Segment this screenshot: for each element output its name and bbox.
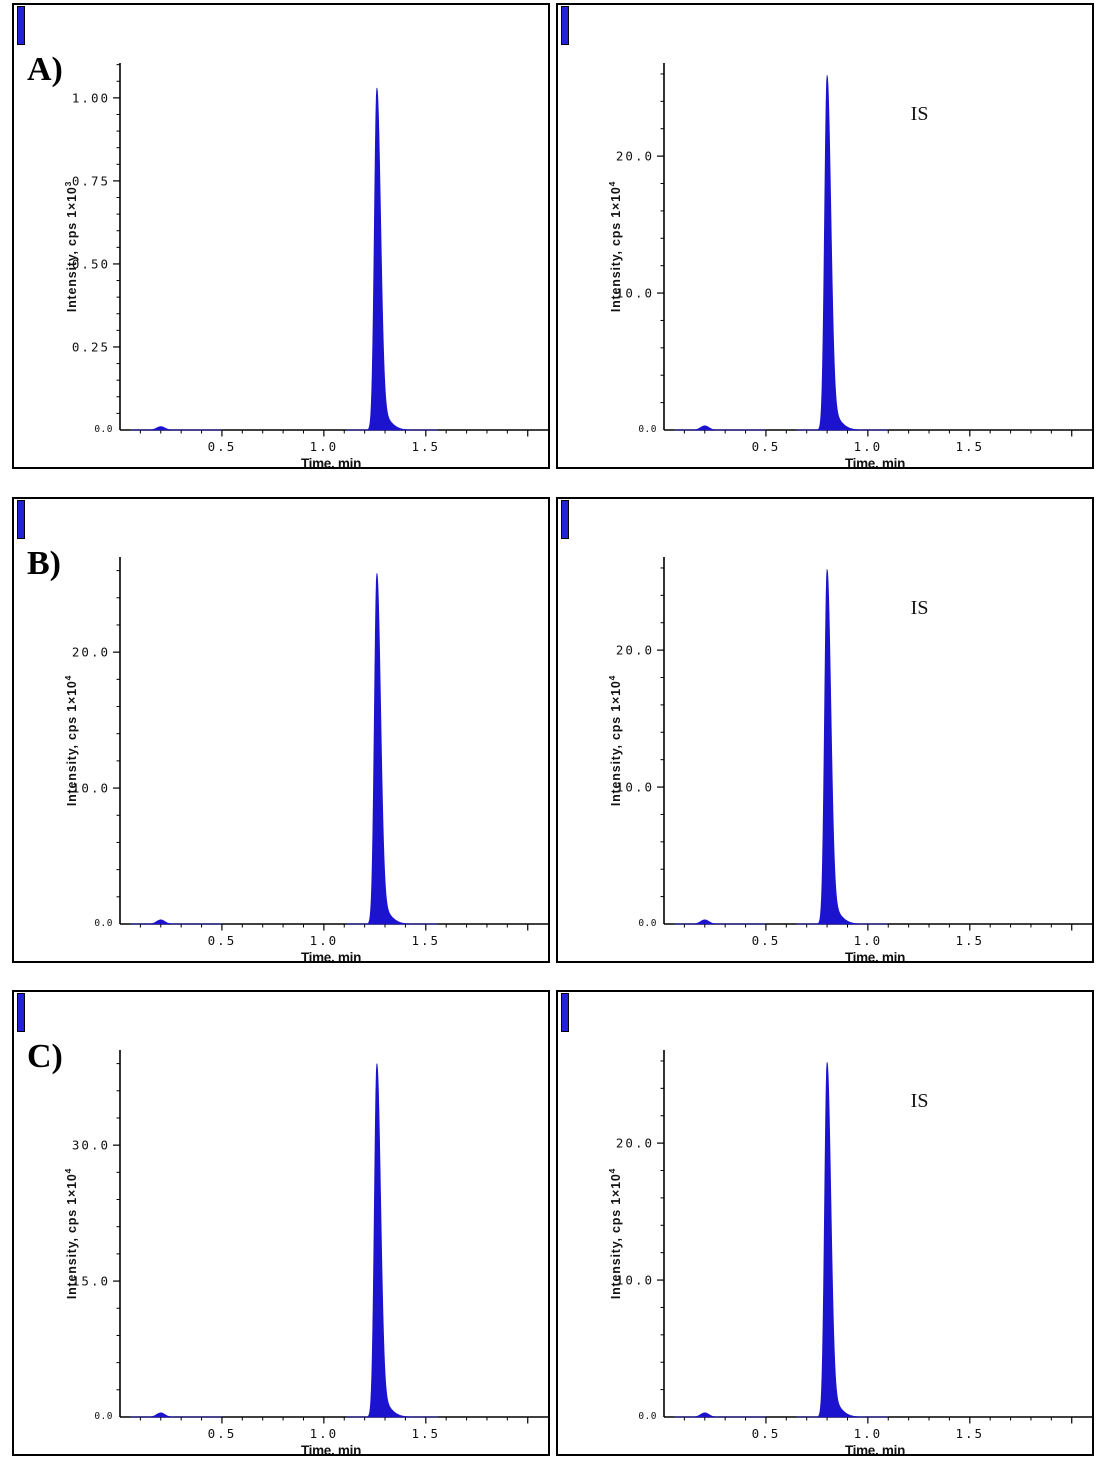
chromatogram-panel: C) 15.0 30.0 0.0 0.5 1.0 1.5 Time, min Intensit… <box>12 990 550 1456</box>
chromatogram-panel: 10.0 20.0 0.0 0.5 1.0 1.5 Time, min Intensity, … <box>556 3 1094 469</box>
y-axis-title-exponent: 4 <box>607 675 617 681</box>
is-annotation: IS <box>911 597 929 619</box>
is-annotation: IS <box>911 1090 929 1112</box>
x-tick-label: 1.0 <box>854 439 883 454</box>
chromatogram-plot: 15.0 30.0 0.0 0.5 1.0 1.5 Time, min Intensity, … <box>63 1050 548 1454</box>
x-tick-label: 0.5 <box>752 439 781 454</box>
y-tick-label: 30.0 <box>72 1138 110 1153</box>
x-tick-label: 1.0 <box>854 933 883 948</box>
origin-tick-label: 0.0 <box>638 1411 657 1422</box>
x-tick-label: 1.5 <box>412 1426 441 1441</box>
y-tick-label: 10.0 <box>616 780 654 795</box>
origin-tick-label: 0.0 <box>638 918 657 929</box>
blue-marker-bar <box>17 500 25 539</box>
y-axis-title: Intensity, cps 1×104 <box>607 675 623 806</box>
y-axis-title-exponent: 4 <box>607 181 617 187</box>
x-tick-label: 0.5 <box>752 933 781 948</box>
pre-peak-bump <box>130 426 222 431</box>
pre-peak-bump <box>674 425 766 431</box>
y-axis-title-base: Intensity, cps 1×10 <box>609 186 623 312</box>
x-tick-label: 1.0 <box>854 1426 883 1441</box>
x-axis-title: Time, min <box>845 1443 905 1454</box>
pre-peak-bump <box>130 919 222 925</box>
y-tick-label: 0.25 <box>72 339 110 354</box>
x-axis-title: Time, min <box>301 950 361 961</box>
y-tick-label: 15.0 <box>72 1274 110 1289</box>
x-tick-label: 1.5 <box>412 439 441 454</box>
x-tick-label: 1.5 <box>956 439 985 454</box>
x-tick-label: 0.5 <box>208 1426 237 1441</box>
panel-letter-label: C) <box>27 1038 63 1075</box>
y-tick-label: 10.0 <box>616 1273 654 1288</box>
x-tick-label: 1.0 <box>310 933 339 948</box>
x-tick-label: 1.5 <box>956 933 985 948</box>
chromatogram-panel: 10.0 20.0 0.0 0.5 1.0 1.5 Time, min Intensity, … <box>556 990 1094 1456</box>
is-annotation: IS <box>911 103 929 125</box>
y-tick-label: 0.50 <box>72 256 110 271</box>
chromatogram-plot: 10.0 20.0 0.0 0.5 1.0 1.5 Time, min Intensity, … <box>607 63 1092 467</box>
x-tick-label: 1.0 <box>310 439 339 454</box>
x-tick-label: 0.5 <box>752 1426 781 1441</box>
y-axis-title-exponent: 4 <box>607 1168 617 1174</box>
origin-tick-label: 0.0 <box>94 424 113 435</box>
chromatogram-plot: 10.0 20.0 0.0 0.5 1.0 1.5 Time, min Intensity, … <box>607 1050 1092 1454</box>
y-tick-label: 0.75 <box>72 173 110 188</box>
analyte-peak <box>346 87 439 431</box>
y-axis-title-base: Intensity, cps 1×10 <box>65 680 79 806</box>
y-axis-title: Intensity, cps 1×104 <box>607 181 623 312</box>
pre-peak-bump <box>130 1412 222 1418</box>
y-axis-title-exponent: 3 <box>63 181 73 187</box>
origin-tick-label: 0.0 <box>94 918 113 929</box>
y-axis-title-exponent: 4 <box>63 675 73 681</box>
y-axis-title-base: Intensity, cps 1×10 <box>65 1173 79 1299</box>
x-tick-label: 1.0 <box>310 1426 339 1441</box>
analyte-peak <box>346 573 439 925</box>
y-tick-label: 10.0 <box>72 781 110 796</box>
y-axis-title: Intensity, cps 1×104 <box>63 1168 79 1299</box>
chromatogram-plot: 10.0 20.0 0.0 0.5 1.0 1.5 Time, min Intensity, … <box>607 557 1092 961</box>
blue-marker-bar <box>17 993 25 1032</box>
y-axis-title: Intensity, cps 1×104 <box>63 675 79 806</box>
y-axis-title: Intensity, cps 1×104 <box>607 1168 623 1299</box>
blue-marker-bar <box>561 500 569 539</box>
is-peak <box>796 1062 889 1418</box>
blue-marker-bar <box>561 993 569 1032</box>
y-axis-title-base: Intensity, cps 1×10 <box>609 1173 623 1299</box>
x-tick-label: 1.5 <box>956 1426 985 1441</box>
chromatogram-plot: 0.25 0.50 0.75 1.00 0.0 0.5 1.0 1.5 Time, min Int… <box>63 63 548 467</box>
x-tick-label: 0.5 <box>208 933 237 948</box>
x-axis-title: Time, min <box>845 950 905 961</box>
y-axis-title: Intensity, cps 1×103 <box>63 181 79 312</box>
y-tick-label: 20.0 <box>616 1136 654 1151</box>
x-tick-label: 0.5 <box>208 439 237 454</box>
blue-marker-bar <box>17 6 25 45</box>
origin-tick-label: 0.0 <box>638 424 657 435</box>
chromatogram-panel: B) 10.0 20.0 0.0 0.5 1.0 1.5 Time, min Intensit… <box>12 497 550 963</box>
y-axis-title-base: Intensity, cps 1×10 <box>609 680 623 806</box>
x-axis-title: Time, min <box>301 456 361 467</box>
y-tick-label: 10.0 <box>616 286 654 301</box>
x-axis-title: Time, min <box>301 1443 361 1454</box>
is-peak <box>796 75 889 431</box>
chromatogram-plot: 10.0 20.0 0.0 0.5 1.0 1.5 Time, min Intensity, … <box>63 557 548 961</box>
chromatogram-panel: 10.0 20.0 0.0 0.5 1.0 1.5 Time, min Intensity, … <box>556 497 1094 963</box>
y-tick-label: 1.00 <box>72 90 110 105</box>
pre-peak-bump <box>674 1412 766 1418</box>
blue-marker-bar <box>561 6 569 45</box>
y-tick-label: 20.0 <box>616 149 654 164</box>
x-axis-title: Time, min <box>845 456 905 467</box>
y-axis-title-exponent: 4 <box>63 1168 73 1174</box>
y-tick-label: 20.0 <box>72 645 110 660</box>
pre-peak-bump <box>674 919 766 925</box>
y-axis-title-base: Intensity, cps 1×10 <box>65 186 79 312</box>
chromatogram-panel: A) 0.25 0.50 0.75 1.00 0.0 0.5 1.0 1.5 Time, min… <box>12 3 550 469</box>
x-tick-label: 1.5 <box>412 933 441 948</box>
panel-letter-label: A) <box>27 51 63 88</box>
panel-letter-label: B) <box>27 545 61 582</box>
origin-tick-label: 0.0 <box>94 1411 113 1422</box>
is-peak <box>796 569 889 925</box>
analyte-peak <box>346 1063 439 1418</box>
y-tick-label: 20.0 <box>616 643 654 658</box>
